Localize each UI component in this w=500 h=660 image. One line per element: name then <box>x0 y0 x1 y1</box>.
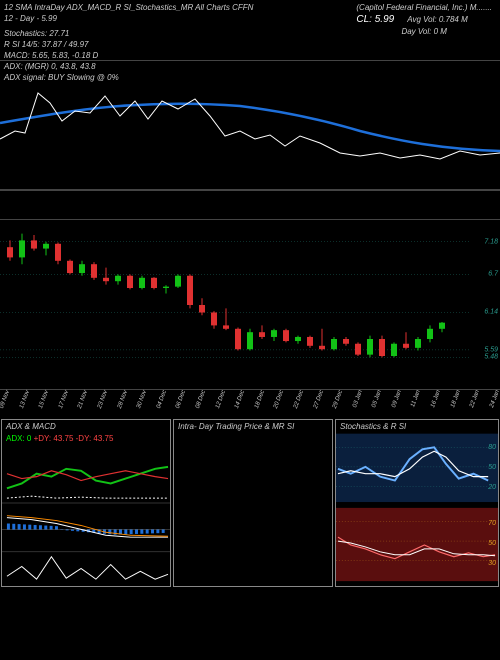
adx-chart <box>2 420 170 586</box>
adx-title: ADX & MACD <box>6 422 56 431</box>
avg-vol: Avg Vol: 0.784 M <box>407 15 467 24</box>
stoch-level-50: 50 <box>488 464 496 471</box>
gap-panel <box>0 190 500 220</box>
sma-chart <box>0 61 500 191</box>
intraday-title: Intra- Day Trading Price & MR SI <box>178 422 294 431</box>
indicator-row: ADX & MACD ADX: 0 +DY: 43.75 -DY: 43.75 … <box>0 418 500 588</box>
chart-header: 12 SMA IntraDay ADX_MACD_R SI_Stochastic… <box>0 0 500 60</box>
stoch-level-80: 80 <box>488 444 496 451</box>
adx-macd-panel: ADX & MACD ADX: 0 +DY: 43.75 -DY: 43.75 <box>1 419 171 587</box>
rsi-level-70: 70 <box>488 520 496 527</box>
adx-readout: ADX: 0 +DY: 43.75 -DY: 43.75 <box>6 434 113 443</box>
company-name: (Capitol Federal Financial, Inc.) M.....… <box>356 2 492 14</box>
close-value: CL: 5.99 <box>356 14 394 25</box>
stoch-title: Stochastics & R SI <box>340 422 406 431</box>
day-vol: Day Vol: 0 M <box>356 26 492 38</box>
rsi-value: R SI 14/5: 37.87 / 49.97 <box>4 39 496 50</box>
intraday-panel: Intra- Day Trading Price & MR SI <box>173 419 333 587</box>
x-axis-dates: 09 Nov13 Nov15 Nov17 Nov21 Nov23 Nov28 N… <box>0 390 500 418</box>
stoch-rsi-panel: Stochastics & R SI 80 50 20 70 50 30 <box>335 419 499 587</box>
sma-panel <box>0 60 500 190</box>
candlestick-panel: 7.186.76.145.595.48 <box>0 220 500 390</box>
stoch-level-20: 20 <box>488 484 496 491</box>
stoch-chart <box>336 420 498 586</box>
candlestick-chart <box>0 220 500 390</box>
rsi-level-30: 30 <box>488 560 496 567</box>
header-right: (Capitol Federal Financial, Inc.) M.....… <box>356 2 492 38</box>
rsi-level-50: 50 <box>488 540 496 547</box>
